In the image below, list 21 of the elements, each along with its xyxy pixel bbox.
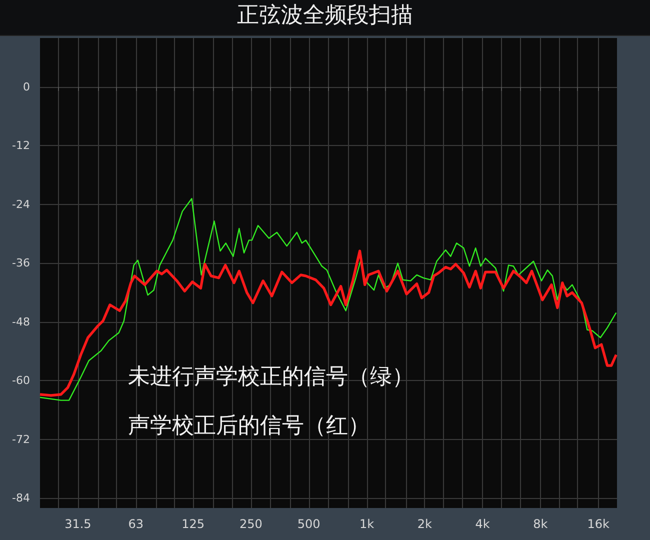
x-tick-label: 250 <box>240 517 262 531</box>
annotation: 未进行声学校正的信号（绿） <box>128 364 414 390</box>
x-tick-label: 63 <box>128 517 144 531</box>
x-tick-label: 125 <box>182 517 205 531</box>
y-tick-label: -24 <box>12 198 30 211</box>
annotation: 声学校正后的信号（红） <box>128 414 370 438</box>
x-tick-label: 8k <box>533 517 548 531</box>
y-tick-label: -72 <box>12 432 30 446</box>
x-tick-label: 16k <box>587 517 610 531</box>
y-tick-label: -48 <box>12 315 30 328</box>
chart-title: 正弦波全频段扫描 <box>0 0 650 36</box>
y-tick-label: -12 <box>12 139 30 152</box>
x-tick-label: 4k <box>475 517 490 531</box>
y-tick-label: -36 <box>12 256 30 270</box>
y-tick-label: -60 <box>12 374 30 388</box>
x-tick-label: 500 <box>297 517 320 531</box>
x-tick-label: 2k <box>417 517 432 531</box>
x-tick-label: 31.5 <box>64 517 92 531</box>
y-tick-label: -84 <box>12 492 30 505</box>
x-tick-label: 1k <box>359 517 374 531</box>
y-tick-label: 0 <box>23 80 30 94</box>
